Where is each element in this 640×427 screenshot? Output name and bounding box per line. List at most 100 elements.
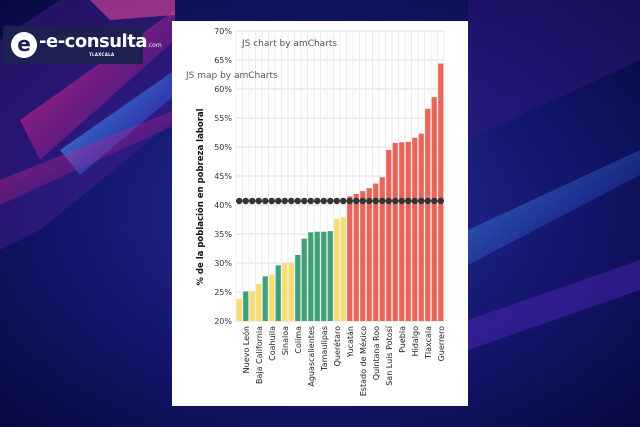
y-axis-label: % de la población en pobreza laboral [195,108,206,285]
reference-line-dot [411,197,418,205]
x-tick-label: Quintana Roo [372,326,381,380]
bar [314,231,320,321]
reference-line-dot [327,197,334,205]
poverty-bar-chart: 20% 25% 30% 35% 40% 45% 50% 55% 60% 65% 70% Nuevo … [185,27,446,396]
reference-line-dot [268,197,275,205]
reference-line-dot [288,197,295,205]
bar [275,265,281,321]
bar [340,217,346,321]
x-tick-label: Yucatán [346,326,355,358]
bar [373,183,379,321]
bar [431,97,437,322]
reference-line-dot [405,197,412,205]
bar [295,254,301,321]
reference-line-dot [418,197,425,205]
reference-line [236,197,444,205]
bar [425,108,431,321]
x-tick-label: Tamaulipas [320,326,329,372]
bar [347,196,353,321]
x-tick-label: Hidalgo [411,326,420,357]
watermark-chart[interactable]: JS chart by amCharts [241,39,337,49]
reference-line-dot [249,197,256,205]
bar [412,137,418,321]
y-tick-label: 30% [214,259,232,268]
logo-name: e-consulta [45,31,147,52]
x-tick-label: Coahuila [268,326,277,361]
y-tick-label: 35% [214,230,232,239]
bar [438,63,444,321]
x-tick-label: Nuevo León [241,326,251,373]
bar [282,263,288,321]
bar [392,142,398,321]
reference-line-dot [320,197,327,205]
bar [262,276,268,321]
reference-line-dot [275,197,282,205]
bars [236,63,444,322]
logo-e-mark: e [11,32,37,58]
y-tick-label: 60% [214,85,232,94]
reference-line-dot [301,197,308,205]
bar [399,142,405,321]
bar [301,238,307,321]
reference-line-dot [392,197,399,205]
reference-line-dot [372,197,379,205]
grid-lines [235,30,445,322]
bar [418,133,424,321]
reference-line-dot [424,197,431,205]
watermark-map[interactable]: JS map by amCharts [185,71,278,81]
y-tick-labels: 20% 25% 30% 35% 40% 45% 50% 55% 60% 65% 70% [214,27,232,326]
x-tick-labels: Nuevo León Baja California Coahuila Sinaloa… [241,325,446,396]
y-tick-label: 65% [214,56,232,65]
reference-line-dot [255,197,262,205]
reference-line-dot [379,197,386,205]
bar [379,177,385,321]
y-tick-label: 45% [214,172,232,181]
bar [243,291,249,321]
bar [366,188,372,321]
bar [308,232,314,321]
reference-line-dot [281,197,288,205]
reference-line-dot [431,197,438,205]
reference-line-dot [437,197,444,205]
reference-line-dot [242,197,249,205]
reference-line-dot [340,197,347,205]
x-tick-label: Sinaloa [281,326,290,355]
bar [334,218,340,321]
x-tick-label: Guerrero [437,326,446,361]
bar [249,290,255,321]
bar [405,141,411,321]
reference-line-dot [359,197,366,205]
x-tick-label: Colima [294,326,303,354]
y-tick-label: 70% [214,27,232,36]
y-tick-label: 55% [214,114,232,123]
x-tick-label: Baja California [255,326,264,384]
logo-domain: .com [146,42,162,49]
reference-line-dot [294,197,301,205]
y-tick-label: 20% [214,317,232,326]
chart-card: 20% 25% 30% 35% 40% 45% 50% 55% 60% 65% 70% Nuevo … [172,21,468,406]
bar [321,231,327,321]
x-tick-label: Tlaxcala [424,326,433,360]
x-tick-label: Puebla [398,326,407,353]
x-tick-label: San Luis Potosí [385,325,394,386]
logo-wordmark: -e-consulta.com [39,31,162,52]
reference-line-dot [262,197,269,205]
bar [327,231,333,321]
bar [353,193,359,321]
reference-line-dot [366,197,373,205]
reference-line-dot [398,197,405,205]
x-tick-label: Estado de México [358,326,368,396]
reference-line-dot [385,197,392,205]
reference-line-dot [353,197,360,205]
bar [288,263,294,321]
reference-line-dot [307,197,314,205]
reference-line-dot [314,197,321,205]
y-tick-label: 25% [214,288,232,297]
y-tick-label: 40% [214,201,232,210]
bar [236,298,242,321]
econsulta-logo[interactable]: e -e-consulta.com TLAXCALA [3,26,162,64]
reference-line-dot [346,197,353,205]
x-tick-label: Querétaro [332,326,342,366]
x-tick-label: Aguascalientes [307,326,316,387]
logo-region: TLAXCALA [89,52,115,57]
